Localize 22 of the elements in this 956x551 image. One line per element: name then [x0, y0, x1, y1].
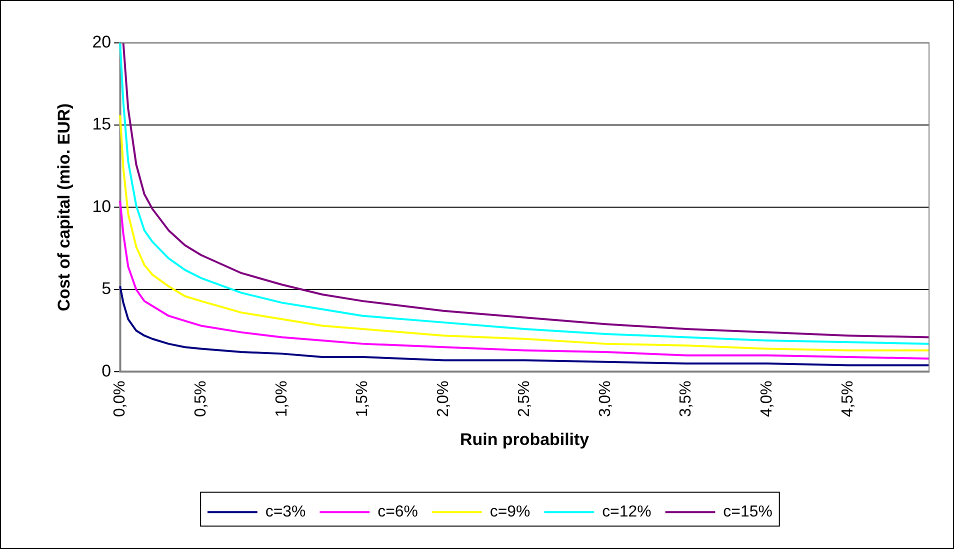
x-tick-label: 3,0%	[596, 380, 614, 418]
y-tick-label: 5	[102, 279, 112, 298]
legend-label: c=3%	[265, 504, 306, 521]
y-tick-label: 10	[92, 196, 112, 216]
x-tick-label: 3,5%	[678, 380, 695, 418]
y-axis-title: Cost of capital (mio. EUR)	[54, 103, 74, 312]
x-tick-label: 1,5%	[354, 380, 372, 418]
x-tick-label: 2,5%	[516, 380, 533, 418]
x-axis-title: Ruin probability	[460, 430, 590, 449]
y-tick-label: 0	[102, 361, 112, 380]
y-tick-label: 15	[92, 114, 112, 134]
x-tick-label: 4,0%	[758, 380, 776, 418]
x-tick-label: 0,0%	[111, 380, 128, 418]
legend-label: c=12%	[602, 504, 652, 521]
legend-label: c=6%	[378, 504, 418, 521]
x-tick-label: 0,5%	[192, 380, 210, 418]
x-tick-label: 1,0%	[273, 380, 290, 418]
legend-label: c=9%	[490, 504, 530, 521]
y-tick-label: 20	[92, 32, 112, 52]
x-tick-label: 2,0%	[435, 380, 452, 418]
legend-label: c=15%	[723, 504, 772, 521]
x-tick-label: 4,5%	[840, 380, 857, 418]
